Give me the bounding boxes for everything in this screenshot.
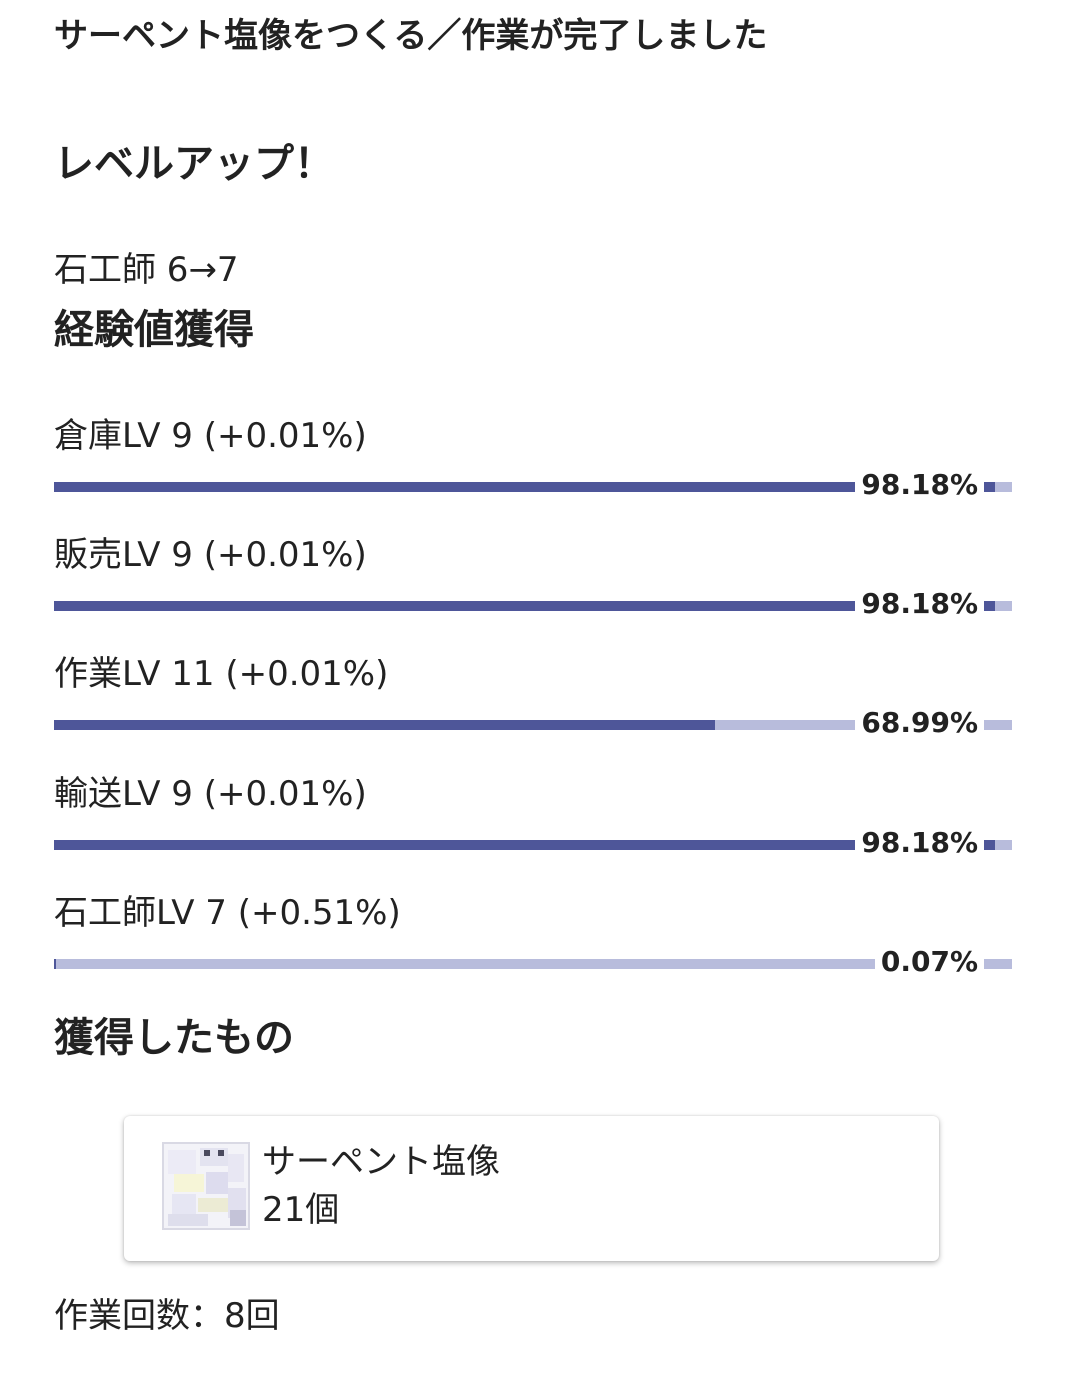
exp-progress-fill [54, 601, 995, 611]
serpent-salt-statue-icon [162, 1142, 250, 1230]
exp-percent: 98.18% [855, 466, 984, 504]
experience-heading: 経験値獲得 [54, 307, 254, 353]
exp-percent: 98.18% [855, 824, 984, 862]
exp-row-work: 作業LV 11 (+0.01%) 68.99% [54, 652, 1012, 742]
exp-progress-bar [54, 720, 1012, 730]
exp-label: 販売LV 9 (+0.01%) [54, 535, 367, 575]
exp-row-sales: 販売LV 9 (+0.01%) 98.18% [54, 533, 1012, 623]
exp-row-transport: 輸送LV 9 (+0.01%) 98.18% [54, 772, 1012, 862]
page-title: サーペント塩像をつくる／作業が完了しました [54, 16, 768, 56]
exp-progress-fill [54, 959, 57, 969]
exp-percent: 0.07% [874, 943, 984, 981]
obtained-heading: 獲得したもの [54, 1015, 294, 1061]
item-name: サーペント塩像 [262, 1142, 500, 1182]
exp-progress-fill [54, 840, 995, 850]
obtained-item-card[interactable]: サーペント塩像 21個 [124, 1116, 939, 1261]
work-count: 作業回数：8回 [54, 1296, 280, 1336]
exp-row-warehouse: 倉庫LV 9 (+0.01%) 98.18% [54, 414, 1012, 504]
exp-progress-bar [54, 840, 1012, 850]
exp-progress-bar [54, 601, 1012, 611]
item-count: 21個 [262, 1190, 340, 1230]
level-up-heading: レベルアップ！ [54, 141, 334, 187]
exp-row-stonemason: 石工師LV 7 (+0.51%) 0.07% [54, 891, 1012, 981]
exp-progress-bar [54, 482, 1012, 492]
exp-progress-fill [54, 720, 715, 730]
level-up-text: 石工師 6→7 [54, 250, 239, 290]
exp-percent: 68.99% [855, 704, 984, 742]
exp-progress-bar [54, 959, 1012, 969]
exp-label: 石工師LV 7 (+0.51%) [54, 893, 401, 933]
exp-label: 倉庫LV 9 (+0.01%) [54, 416, 367, 456]
exp-label: 輸送LV 9 (+0.01%) [54, 774, 367, 814]
exp-label: 作業LV 11 (+0.01%) [54, 654, 389, 694]
exp-percent: 98.18% [855, 585, 984, 623]
exp-progress-fill [54, 482, 995, 492]
